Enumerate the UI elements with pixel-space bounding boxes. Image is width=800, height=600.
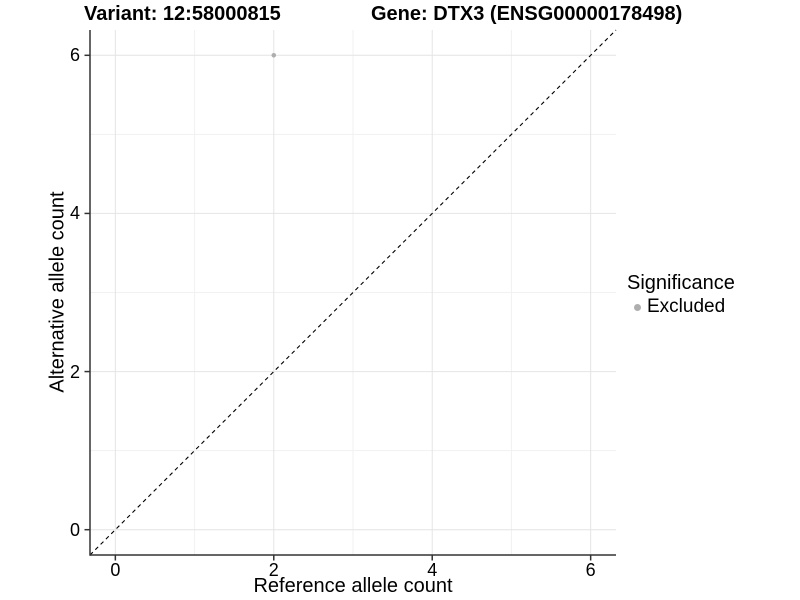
- y-axis-title: Alternative allele count: [46, 191, 69, 393]
- plot-title-gene: Gene: DTX3 (ENSG00000178498): [371, 3, 683, 25]
- gridlines-major: [90, 30, 616, 555]
- axis-lines: [89, 30, 616, 556]
- legend-point-swatch: [634, 303, 641, 311]
- legend-item-excluded: Excluded: [627, 296, 735, 318]
- legend: Significance Excluded: [627, 272, 735, 318]
- legend-item-label: Excluded: [647, 296, 726, 317]
- plot-title-variant: Variant: 12:58000815: [84, 3, 281, 25]
- tick-marks: [84, 54, 592, 561]
- data-points: [271, 53, 277, 58]
- gridlines-minor: [90, 30, 616, 555]
- data-point: [271, 53, 277, 58]
- legend-title: Significance: [627, 272, 735, 294]
- x-axis-title: Reference allele count: [253, 575, 453, 597]
- identity-line: [89, 29, 617, 556]
